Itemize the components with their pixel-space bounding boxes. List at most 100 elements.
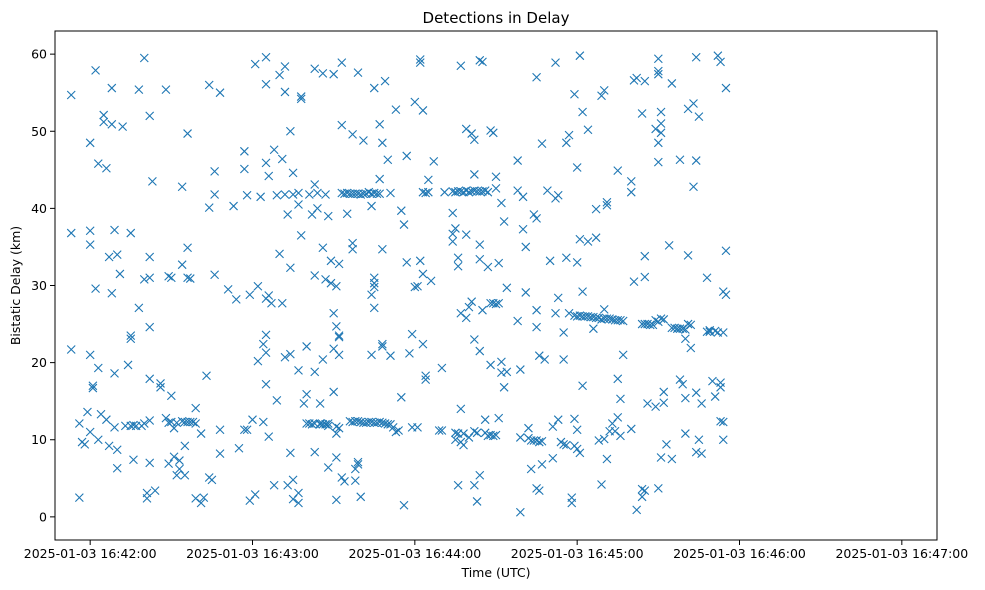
data-point (559, 328, 569, 337)
data-point (318, 69, 328, 78)
y-tick-label: 50 (31, 124, 47, 139)
data-point (689, 182, 698, 192)
data-point (423, 187, 433, 197)
x-axis: 2025-01-03 16:42:00 2025-01-03 16:43:00 20… (24, 540, 968, 561)
data-point (334, 331, 344, 341)
data-point (415, 58, 425, 68)
data-point (369, 278, 379, 288)
data-point (602, 454, 612, 464)
data-point (453, 261, 463, 271)
data-point (66, 228, 76, 238)
data-point (399, 500, 409, 510)
y-tick-label: 10 (31, 432, 47, 447)
data-point (369, 303, 379, 313)
x-tick-label: 2025-01-03 16:43:00 (186, 546, 319, 561)
data-point (261, 158, 271, 168)
data-point (285, 448, 295, 458)
data-point (659, 387, 669, 397)
data-point (480, 186, 490, 196)
data-point (321, 274, 330, 284)
data-point (467, 297, 477, 307)
data-point (353, 68, 363, 78)
data-point (415, 55, 425, 64)
data-point (331, 495, 341, 505)
data-point (551, 58, 560, 68)
data-point (93, 363, 103, 373)
data-point (721, 83, 731, 93)
data-point (618, 350, 628, 360)
data-point (367, 201, 376, 211)
data-point (331, 281, 341, 291)
data-point (310, 271, 320, 280)
data-point (145, 458, 155, 468)
data-point (561, 253, 571, 263)
data-point (467, 129, 477, 138)
data-point (148, 176, 157, 186)
data-point (653, 54, 663, 64)
data-point (350, 464, 360, 474)
data-point (126, 331, 136, 341)
data-point (302, 342, 312, 351)
data-point (215, 88, 225, 98)
data-point (275, 70, 284, 80)
data-point (323, 419, 333, 428)
data-point (110, 225, 119, 235)
data-point (610, 426, 620, 436)
data-point (329, 308, 339, 318)
data-point (261, 79, 271, 89)
y-axis: 0 10 20 30 40 50 60 (31, 47, 55, 524)
data-point (210, 270, 220, 280)
data-point (716, 382, 725, 392)
data-point (277, 154, 287, 164)
data-point (231, 294, 241, 304)
data-point (391, 105, 401, 115)
data-point (102, 163, 111, 173)
data-point (410, 97, 420, 107)
data-point (367, 350, 376, 360)
data-point (534, 486, 544, 496)
data-point (415, 256, 425, 266)
data-point (440, 187, 449, 197)
data-point (637, 109, 647, 118)
data-point (129, 420, 138, 430)
data-point (353, 460, 363, 469)
data-point (107, 119, 117, 129)
data-point (145, 252, 155, 262)
data-point (288, 475, 298, 485)
data-point (134, 85, 144, 95)
data-point (369, 282, 379, 292)
data-point (294, 488, 303, 498)
data-point (572, 257, 582, 267)
data-point (172, 418, 182, 428)
data-point (448, 229, 458, 239)
data-point (337, 473, 347, 482)
data-point (475, 346, 485, 356)
data-point (637, 484, 647, 494)
y-tick-label: 60 (31, 47, 47, 62)
data-point (321, 190, 330, 199)
data-point (110, 423, 119, 432)
data-point (491, 172, 501, 182)
data-point (708, 376, 717, 386)
data-point (675, 375, 685, 384)
data-point (126, 334, 136, 344)
data-point (261, 348, 271, 357)
data-point (250, 59, 260, 69)
data-point (112, 250, 122, 260)
data-point (575, 448, 585, 458)
data-point (602, 200, 612, 210)
data-point (637, 492, 647, 502)
plot-points (66, 51, 731, 517)
data-point (258, 339, 268, 349)
data-point (123, 360, 133, 370)
data-point (307, 419, 317, 429)
data-point (367, 290, 376, 300)
data-point (85, 427, 95, 437)
data-point (323, 421, 333, 431)
data-point (694, 435, 704, 445)
data-point (348, 244, 357, 254)
data-point (202, 371, 211, 381)
data-point (515, 365, 525, 374)
data-point (215, 449, 225, 459)
data-point (196, 498, 206, 508)
